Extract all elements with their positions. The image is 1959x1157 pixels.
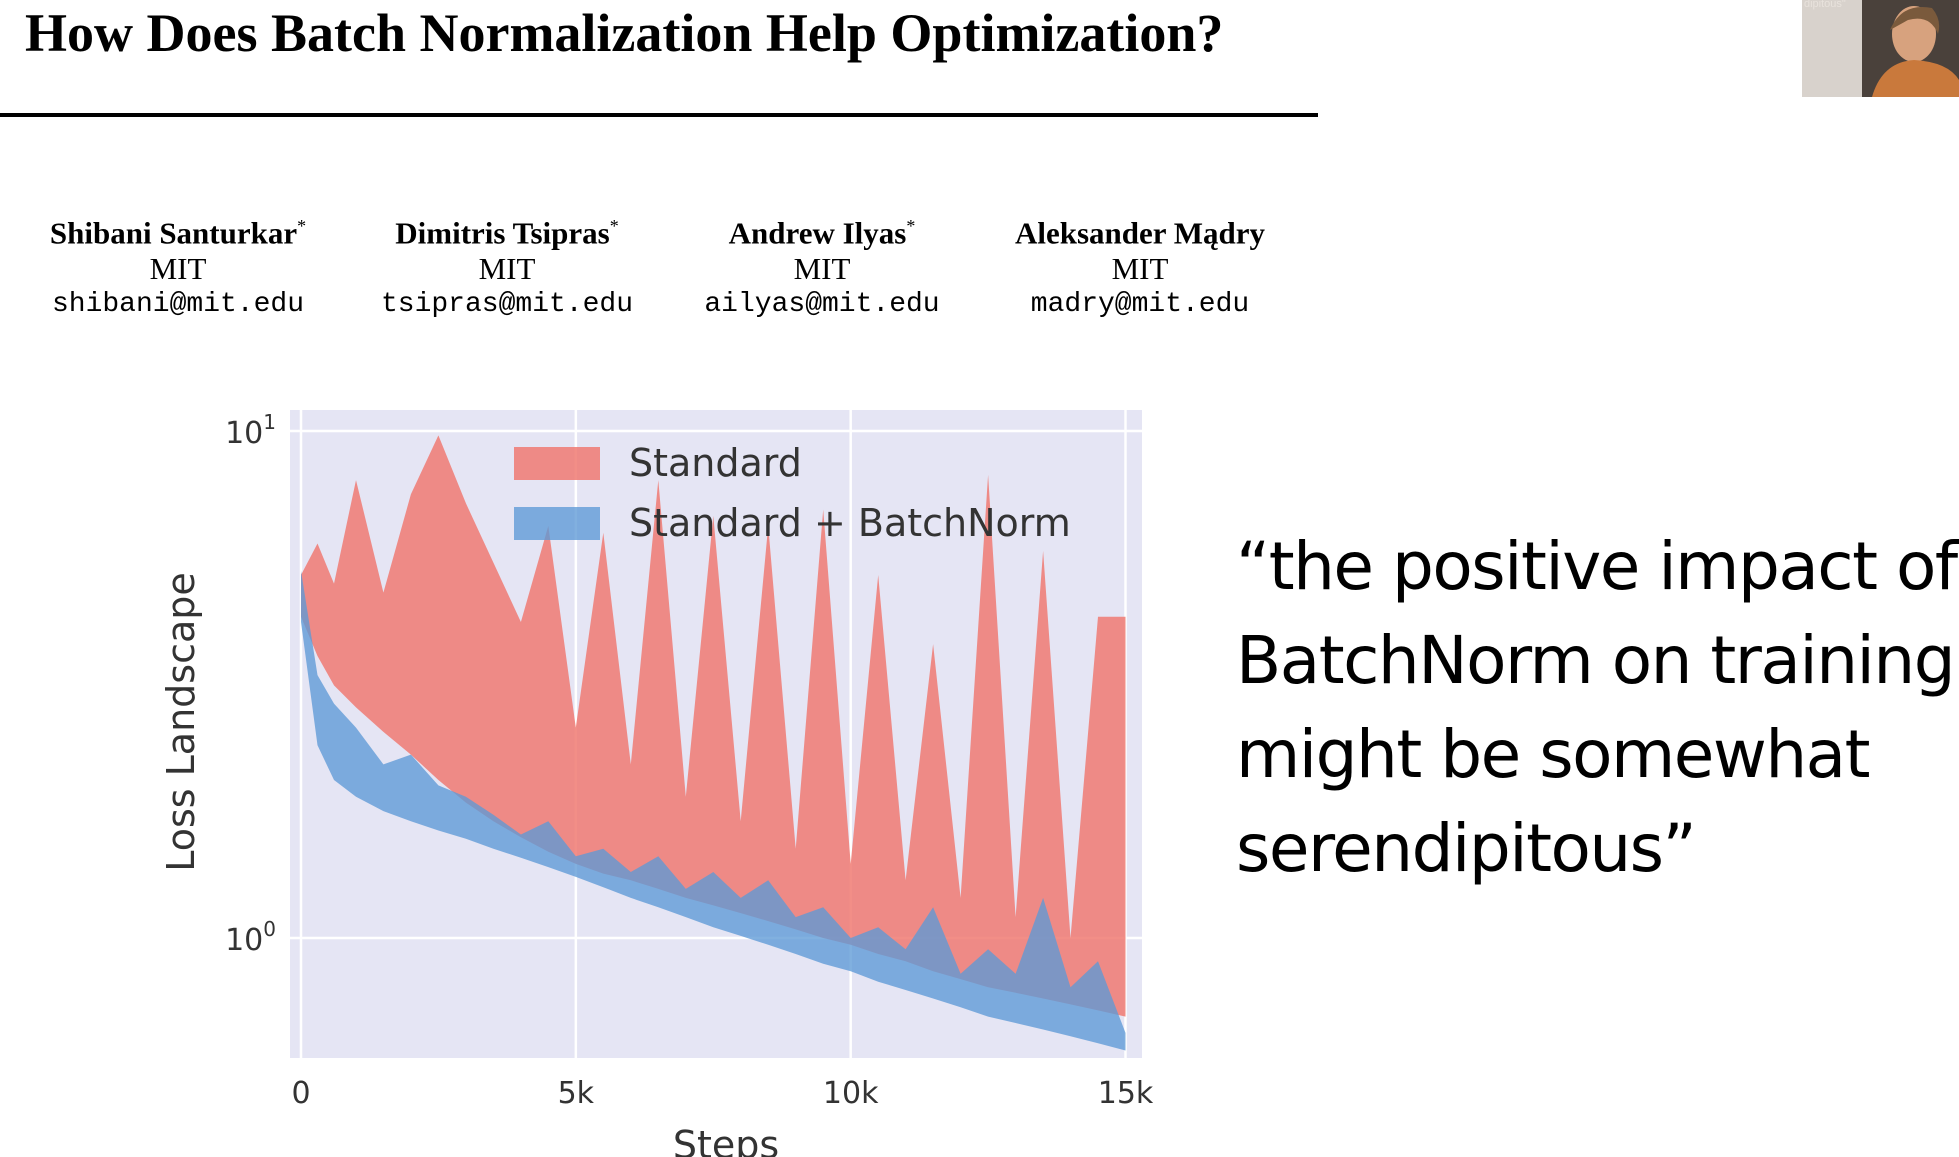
author-email: ailyas@mit.edu (704, 289, 940, 321)
speaker-figure-icon (1802, 0, 1959, 97)
webcam-caption: dipitous" (1804, 0, 1846, 10)
quote-text: “the positive impact of BatchNorm on tra… (1236, 520, 1958, 896)
y-axis-label: Loss Landscape (159, 572, 203, 872)
series-standard-band (301, 435, 1126, 1017)
legend-swatch (514, 447, 600, 480)
speaker-webcam-thumbnail: dipitous" (1802, 0, 1959, 97)
y-tick-label: 101 (225, 410, 276, 451)
equal-contribution-marker: * (609, 216, 619, 236)
author-name: Aleksander Mądry (1014, 215, 1265, 251)
author-email: madry@mit.edu (1030, 289, 1250, 321)
title-rule (0, 113, 1318, 117)
author-block: Andrew Ilyas* MIT ailyas@mit.edu (652, 208, 992, 323)
author-block: Aleksander Mądry MIT madry@mit.edu (970, 208, 1310, 323)
quote-line: “the positive impact of (1236, 528, 1958, 605)
author-name: Shibani Santurkar* (49, 215, 307, 251)
legend-swatch (514, 507, 600, 540)
x-tick-label: 0 (291, 1076, 310, 1111)
author-block: Dimitris Tsipras* MIT tsipras@mit.edu (337, 208, 677, 323)
legend-label: Standard + BatchNorm (629, 501, 1071, 545)
y-tick-label: 100 (225, 917, 276, 958)
author-affiliation: MIT (478, 251, 536, 287)
author-email: tsipras@mit.edu (380, 289, 634, 321)
author-name: Dimitris Tsipras* (395, 215, 619, 251)
paper-title: How Does Batch Normalization Help Optimi… (25, 3, 1224, 63)
equal-contribution-marker: * (906, 216, 916, 236)
author-affiliation: MIT (1111, 251, 1169, 287)
author-affiliation: MIT (793, 251, 851, 287)
series-batchnorm-band (301, 570, 1126, 1051)
equal-contribution-marker: * (297, 216, 307, 236)
quote-line: BatchNorm on training (1236, 622, 1956, 699)
quote-line: might be somewhat (1236, 716, 1871, 793)
author-block: Shibani Santurkar* MIT shibani@mit.edu (8, 208, 348, 323)
author-name: Andrew Ilyas* (728, 215, 916, 251)
author-affiliation: MIT (149, 251, 207, 287)
legend-label: Standard (629, 441, 802, 485)
quote-line: serendipitous” (1236, 810, 1697, 887)
author-email: shibani@mit.edu (51, 289, 305, 321)
x-axis-label: Steps (673, 1123, 779, 1157)
x-tick-label: 10k (823, 1076, 879, 1111)
x-tick-label: 5k (558, 1076, 595, 1111)
x-tick-label: 15k (1098, 1076, 1154, 1111)
